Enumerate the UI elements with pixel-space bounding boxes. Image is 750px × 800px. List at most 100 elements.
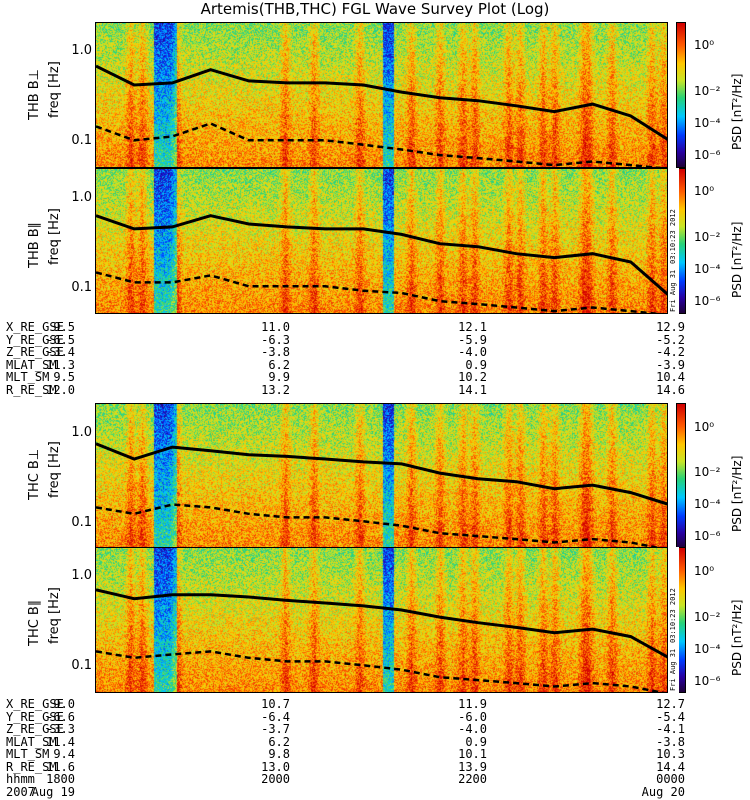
spectrogram-image [96,169,667,313]
ephemeris-value: -3.8 [261,345,290,359]
ephemeris-label: MLAT_SM [6,734,57,749]
ephemeris-value: 12.9 [656,320,685,334]
cb2-tick-2: 10⁻² [694,230,721,244]
ephemeris-value: -3.3 [46,722,75,736]
ephemeris-label: hhmm [6,772,35,786]
series-line-characteristic [96,588,667,659]
ephemeris-value: 11.0 [261,320,290,334]
ephemeris-value: 9.4 [53,747,75,761]
panel-2-ytick-2: 0.1 [71,280,92,295]
panel-1-ytick-1: 1.0 [71,43,92,58]
ephemeris-value: 12.0 [46,382,75,397]
ephemeris-value: -4.0 [458,345,487,359]
ephemeris-value: 9.5 [53,320,75,334]
cb3-tick-1: 10⁰ [694,420,715,434]
timestamp-stamp-1: Fri Aug 31 03:10:23 2012 [669,168,679,314]
panel-1-freq-label: freq [Hz] [47,61,62,118]
ephemeris-value: -3.9 [656,357,685,372]
colorbar-gradient [677,23,685,167]
ephemeris-value: -5.4 [656,709,685,724]
ephemeris-value: 9.5 [53,370,75,384]
cb2-tick-1: 10⁰ [694,184,715,198]
cb4-label: PSD [nT²/Hz] [730,599,744,676]
ephemeris-label: Y_RE_GSE [6,332,64,347]
ephemeris-value: 9.0 [53,697,75,711]
cb3-tick-3: 10⁻⁴ [694,497,721,511]
ephemeris-value: 13.2 [261,382,290,397]
panel-3-probe: THC B⊥ [27,448,42,500]
spectrogram-image [96,548,667,692]
cb1-tick-4: 10⁻⁶ [694,148,721,162]
cb1-tick-3: 10⁻⁴ [694,116,721,130]
ephemeris-value: Aug 19 [31,784,75,799]
stamp-1-line1: Fri Aug 31 [669,269,677,312]
cb1-tick-1: 10⁰ [694,38,715,52]
ephemeris-value: 13.9 [458,759,487,774]
ephemeris-label: X_RE_GSE [6,697,64,711]
stamp-2-line2: 03:10:23 2012 [669,588,677,643]
spectrogram-overlay [96,64,667,167]
panel-1-ytick-2: 0.1 [71,133,92,148]
ephemeris-value: 11.9 [458,697,487,711]
panel-4-ytick-2: 0.1 [71,658,92,673]
ephemeris-value: 11.3 [46,357,75,372]
ephemeris-label: R_RE_SM [6,382,57,397]
ephemeris-label: X_RE_GSE [6,320,64,334]
spectrogram-panel-2 [95,168,668,314]
panel-4-freq-label: freq [Hz] [47,587,62,644]
spectrogram-overlay [96,214,667,313]
ephemeris-value: -6.6 [46,709,75,724]
ephemeris-block-2: X_RE_GSE Y_RE_GSE Z_RE_GSE MLAT_SM MLT_SM R_R… [0,698,750,800]
cb3-label: PSD [nT²/Hz] [730,455,744,532]
panel-2-ytick-1: 1.0 [71,190,92,205]
ephemeris-value: 1800 [46,772,75,786]
ephemeris-label: Y_RE_GSE [6,709,64,724]
ephemeris-value: 14.4 [656,759,685,774]
colorbar-1 [676,22,686,168]
cb2-tick-3: 10⁻⁴ [694,262,721,276]
cb4-tick-4: 10⁻⁶ [694,674,721,688]
spectrogram-image [96,23,667,167]
ephemeris-label: MLT_SM [6,370,50,384]
series-line-characteristic [96,442,667,506]
ephemeris-value: 14.1 [458,382,487,397]
cb3-tick-2: 10⁻² [694,465,721,479]
panel-4-ytick-1: 1.0 [71,568,92,583]
panel-4-probe: THC B∥ [27,599,42,646]
cb1-label: PSD [nT²/Hz] [730,73,744,150]
ephemeris-label: Z_RE_GSE [6,345,64,359]
ephemeris-value: -6.0 [458,709,487,724]
ephemeris-value: 6.2 [268,734,290,749]
ephemeris-value: -5.9 [458,332,487,347]
ephemeris-value: 9.8 [268,747,290,761]
cb4-tick-2: 10⁻² [694,610,721,624]
colorbar-gradient [677,169,685,313]
ephemeris-value: -4.1 [656,722,685,736]
panel-2-probe: THB B∥ [27,221,42,268]
ephemeris-value: Aug 20 [641,784,685,799]
ephemeris-label: Z_RE_GSE [6,722,64,736]
ephemeris-label: 2007 [6,784,35,799]
ephemeris-value: -5.2 [656,332,685,347]
cb4-tick-3: 10⁻⁴ [694,642,721,656]
ephemeris-value: 14.6 [656,382,685,397]
panel-4-ylabel: THC B∥ [27,600,42,646]
colorbar-gradient [677,548,685,692]
ephemeris-value: -4.2 [656,345,685,359]
panel-2-ylabel: THB B∥ [27,222,42,268]
spectrogram-panel-3 [95,403,668,549]
ephemeris-value: 10.4 [656,370,685,384]
cb4-tick-1: 10⁰ [694,564,715,578]
ephemeris-value: -6.3 [261,332,290,347]
ephemeris-block-1: X_RE_GSE Y_RE_GSE Z_RE_GSE MLAT_SM MLT_SM R_R… [0,321,750,401]
ephemeris-value: 12.7 [656,697,685,711]
ephemeris-label: R_RE_SM [6,759,57,774]
ephemeris-value: 11.6 [46,759,75,774]
ephemeris-value: 11.4 [46,734,75,749]
stamp-1-line2: 03:10:23 2012 [669,209,677,264]
ephemeris-value: 0000 [656,772,685,786]
ephemeris-label: MLT_SM [6,747,50,761]
ephemeris-value: 13.0 [261,759,290,774]
ephemeris-value: -6.5 [46,332,75,347]
ephemeris-value: -3.7 [261,722,290,736]
